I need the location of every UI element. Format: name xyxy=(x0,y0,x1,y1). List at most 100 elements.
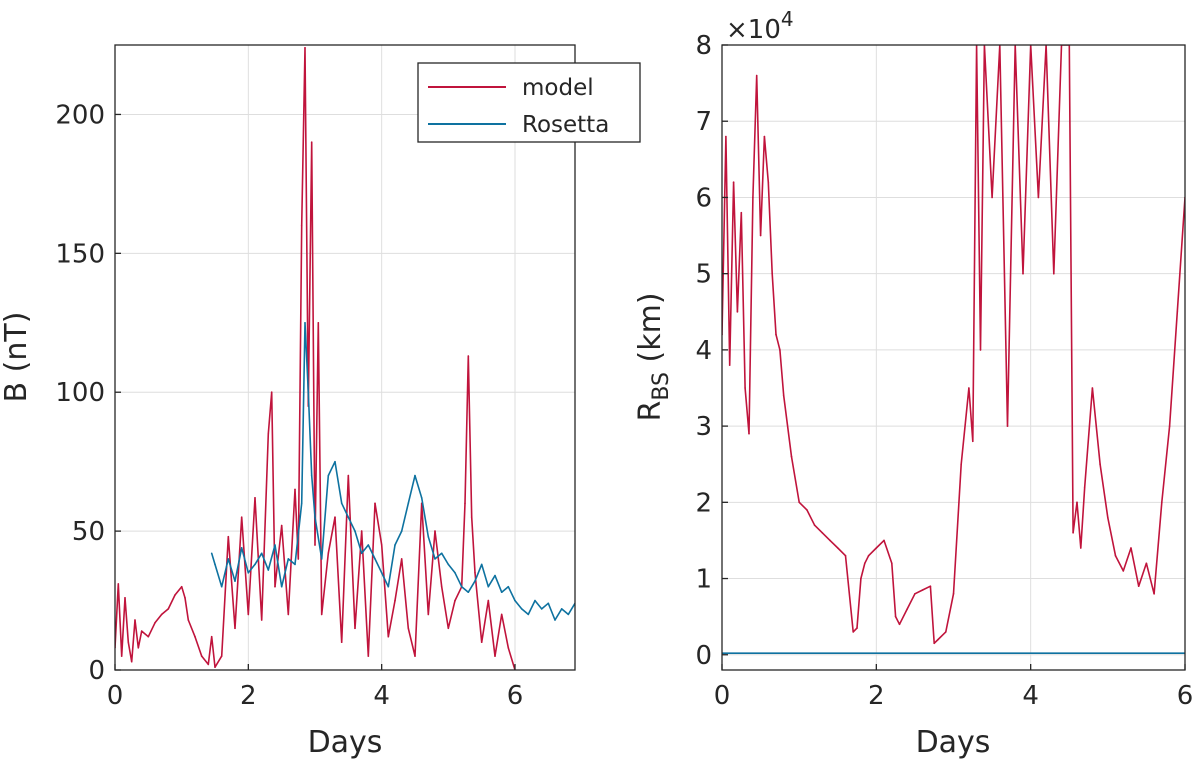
right-model-point-68 xyxy=(1122,570,1125,572)
left-model-point-59 xyxy=(434,530,436,532)
left-rosetta-point-20 xyxy=(327,474,330,477)
left-rosetta-point-48 xyxy=(514,599,516,602)
right-ytick-label-1: 1 xyxy=(695,565,712,595)
left-rosetta-point-28 xyxy=(380,572,383,574)
left-ytick-label-0: 0 xyxy=(88,656,105,686)
right-model-point-62 xyxy=(1080,547,1082,549)
left-model-point-43 xyxy=(327,552,330,555)
left-rosetta-point-2 xyxy=(220,585,223,588)
left-rosetta-point-7 xyxy=(254,563,256,566)
left-series xyxy=(115,46,575,670)
right-model-point-65 xyxy=(1099,463,1101,466)
left-ytick-label-3: 150 xyxy=(55,239,105,269)
right-model-point-27 xyxy=(860,577,862,580)
right-series xyxy=(722,45,1185,655)
left-model-point-1 xyxy=(117,583,120,585)
left-rosetta-point-9 xyxy=(267,569,270,571)
right-model-point-74 xyxy=(1168,425,1171,427)
right-model-point-63 xyxy=(1083,486,1086,488)
exponent-power: 4 xyxy=(781,7,794,31)
left-model-point-33 xyxy=(287,613,290,616)
left-model-point-58 xyxy=(427,613,430,616)
right-model-point-9 xyxy=(755,74,758,77)
right-ytick-label-8: 8 xyxy=(695,31,712,61)
left-model-point-13 xyxy=(174,594,176,596)
right-model-point-15 xyxy=(779,349,781,351)
left-y-axis-label: B (nT) xyxy=(0,312,34,403)
left-model-point-6 xyxy=(134,619,136,621)
right-ticks: 0 2 4 6 0 1 2 3 4 5 6 7 8 xyxy=(695,31,1193,711)
right-model-point-73 xyxy=(1161,501,1163,504)
left-model-point-17 xyxy=(194,635,196,638)
right-model-point-75 xyxy=(1176,311,1179,313)
right-model-point-43 xyxy=(960,463,962,466)
left-ytick-label-1: 50 xyxy=(72,517,105,547)
left-model-point-24 xyxy=(234,627,236,630)
right-model-point-8 xyxy=(752,196,754,199)
left-x-axis-label: Days xyxy=(308,725,383,760)
left-model-point-19 xyxy=(207,663,210,666)
left-model-point-20 xyxy=(210,635,213,638)
left-rosetta-point-54 xyxy=(554,619,556,621)
left-model-point-37 xyxy=(304,47,306,49)
left-rosetta-point-55 xyxy=(560,608,563,610)
right-model-point-13 xyxy=(771,272,773,275)
left-ytick-label-2: 100 xyxy=(55,378,105,408)
left-model-point-12 xyxy=(167,608,170,610)
left-model-point-4 xyxy=(127,641,130,643)
left-model-point-56 xyxy=(414,655,416,657)
left-rosetta-point-41 xyxy=(467,591,470,593)
left-rosetta-point-39 xyxy=(454,572,456,574)
right-model-point-33 xyxy=(894,615,897,618)
right-model-point-64 xyxy=(1091,387,1094,389)
left-model-point-2 xyxy=(120,655,123,657)
right-x-axis-label: Days xyxy=(916,725,991,760)
left-model-point-32 xyxy=(280,524,283,527)
left-rosetta-point-50 xyxy=(527,613,530,616)
right-ytick-label-3: 3 xyxy=(695,412,712,442)
left-rosetta-point-17 xyxy=(310,474,313,477)
right-model-point-70 xyxy=(1137,585,1140,587)
left-model-point-26 xyxy=(247,613,250,616)
left-rosetta-point-25 xyxy=(360,552,363,555)
right-model-point-3 xyxy=(732,181,735,183)
right-model-point-18 xyxy=(798,501,800,504)
left-model-point-60 xyxy=(440,585,443,588)
left-model-point-23 xyxy=(227,535,230,538)
left-rosetta-point-34 xyxy=(420,497,423,499)
right-axes-frame xyxy=(721,44,1186,671)
right-model-point-21 xyxy=(821,532,824,534)
left-rosetta-point-38 xyxy=(447,563,450,566)
right-model-point-14 xyxy=(775,333,777,336)
right-model-point-11 xyxy=(763,135,766,138)
right-model-point-20 xyxy=(813,524,816,526)
right-model-point-5 xyxy=(740,211,743,214)
right-model-point-36 xyxy=(914,593,916,595)
left-rosetta-point-19 xyxy=(320,558,323,560)
left-rosetta-point-11 xyxy=(280,585,283,588)
left-rosetta-point-26 xyxy=(367,544,370,546)
left-model-point-34 xyxy=(294,488,296,491)
ylabel-main: R xyxy=(633,401,668,422)
left-model-point-46 xyxy=(347,474,350,477)
right-model-point-2 xyxy=(728,364,731,366)
left-model-point-64 xyxy=(464,502,466,505)
right-model-point-69 xyxy=(1130,547,1132,549)
left-rosetta-point-42 xyxy=(474,580,476,582)
left-model-point-22 xyxy=(220,655,223,657)
right-ytick-label-7: 7 xyxy=(695,107,712,137)
left-rosetta-point-30 xyxy=(394,544,396,546)
left-rosetta-point-44 xyxy=(487,585,490,588)
left-model-point-67 xyxy=(474,572,476,574)
left-model-point-54 xyxy=(400,558,403,560)
right-model-point-66 xyxy=(1107,516,1109,519)
left-rosetta-point-3 xyxy=(227,558,230,560)
left-rosetta-point-23 xyxy=(347,516,350,518)
left-rosetta-point-1 xyxy=(214,563,216,566)
left-rosetta-point-51 xyxy=(534,599,536,602)
left-rosetta-point-21 xyxy=(334,460,336,463)
left-ytick-label-4: 200 xyxy=(55,100,105,130)
left-rosetta-point-56 xyxy=(567,613,570,616)
